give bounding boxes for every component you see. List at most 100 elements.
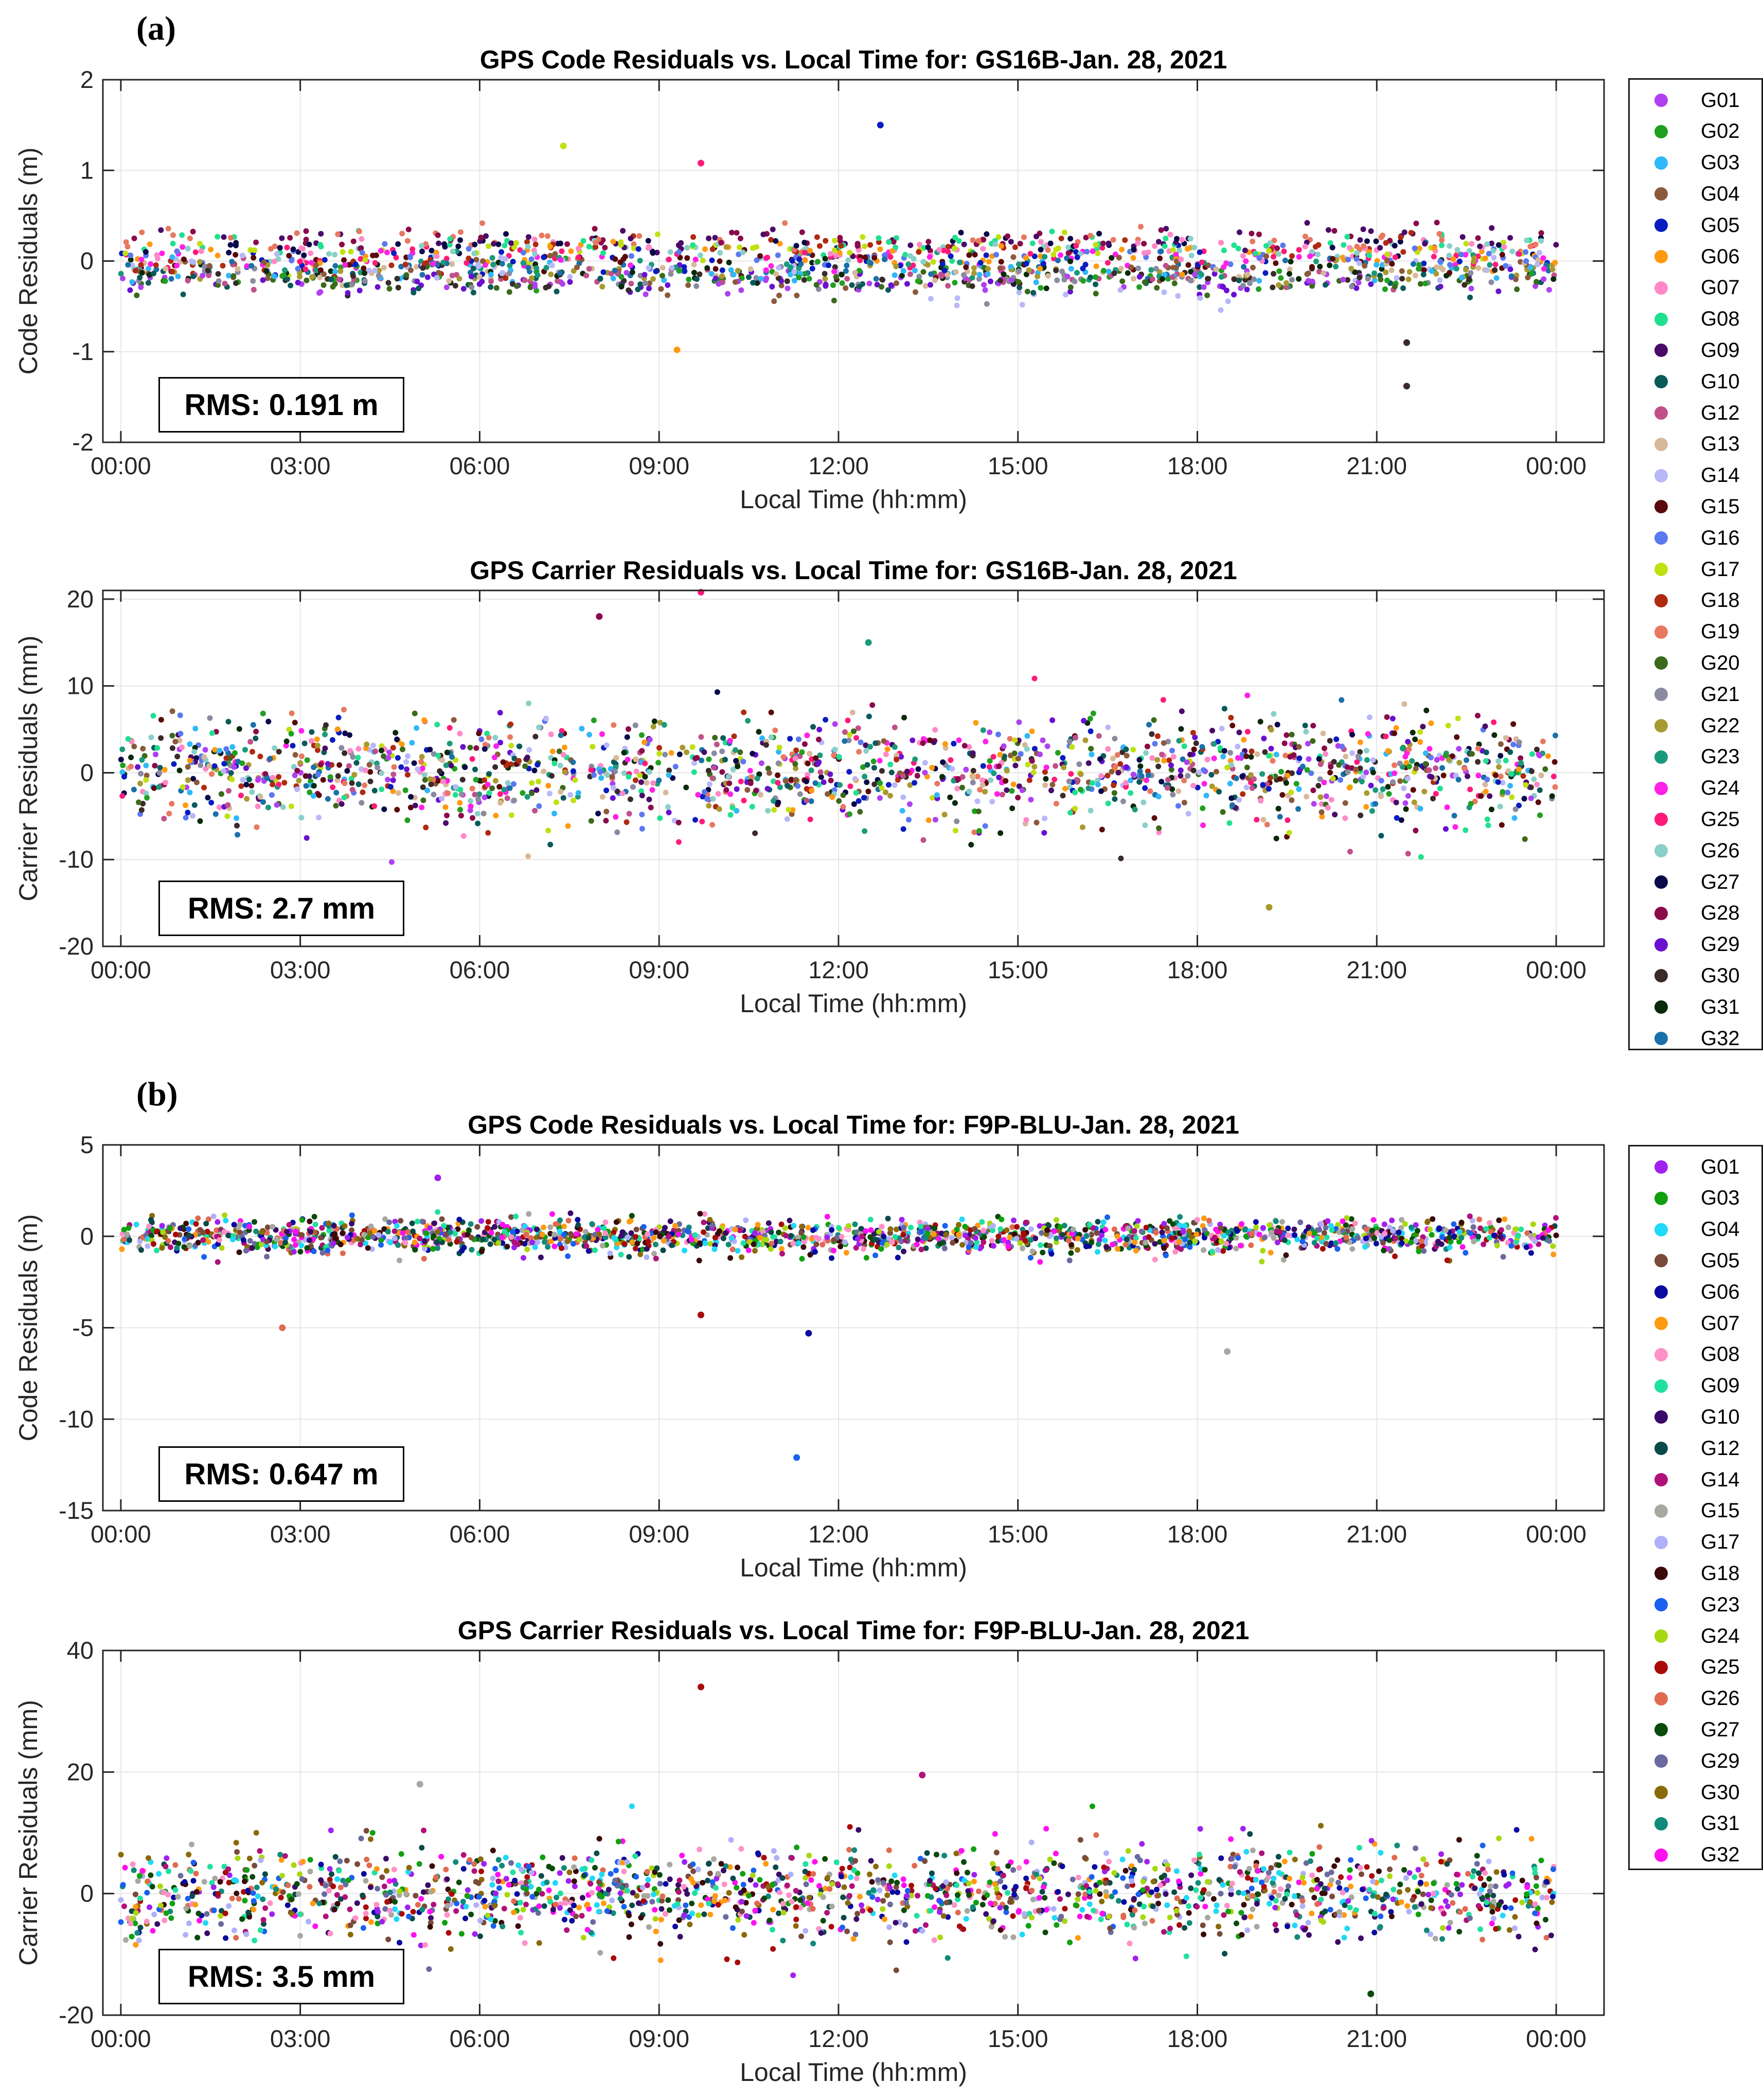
data-point <box>1260 1225 1266 1231</box>
data-point <box>711 750 717 757</box>
data-point <box>649 787 655 793</box>
data-point <box>448 763 454 769</box>
data-point <box>1098 773 1104 779</box>
data-point <box>531 236 538 242</box>
data-point <box>1309 278 1315 284</box>
data-point <box>814 234 820 240</box>
data-point <box>776 744 782 750</box>
data-point <box>980 763 986 769</box>
data-point <box>975 238 982 244</box>
data-point <box>347 732 352 738</box>
data-point <box>491 241 497 247</box>
data-point <box>532 283 538 290</box>
data-point <box>129 279 135 285</box>
data-point <box>411 290 417 296</box>
x-tick-label: 03:00 <box>270 452 331 479</box>
data-point <box>709 246 716 253</box>
data-point <box>1320 730 1326 737</box>
data-point <box>916 242 922 247</box>
data-point <box>1417 281 1423 287</box>
data-point <box>665 282 671 288</box>
data-point <box>1463 266 1469 273</box>
data-point <box>283 738 290 744</box>
data-point <box>1386 791 1392 797</box>
data-point <box>817 769 824 775</box>
data-point <box>1145 772 1151 778</box>
data-point <box>415 1218 420 1225</box>
data-point <box>1509 248 1516 255</box>
data-point <box>807 1252 813 1258</box>
data-point <box>1453 265 1459 272</box>
data-point <box>342 1223 348 1229</box>
data-point <box>1476 1216 1482 1223</box>
data-point <box>424 274 431 280</box>
data-point <box>1254 817 1260 823</box>
data-point <box>951 741 957 747</box>
data-point <box>857 283 863 290</box>
data-point <box>1220 284 1226 290</box>
data-point <box>485 1219 491 1225</box>
data-point <box>205 795 211 801</box>
data-point <box>775 275 781 281</box>
data-point <box>626 287 632 293</box>
data-point <box>1143 254 1149 260</box>
data-point <box>358 245 363 252</box>
data-point <box>475 796 481 802</box>
data-point <box>644 1254 650 1260</box>
data-point <box>883 789 888 795</box>
data-point <box>810 724 816 730</box>
data-point <box>1251 276 1257 282</box>
data-point <box>1553 1232 1559 1239</box>
data-point <box>575 246 581 252</box>
data-point <box>1105 746 1111 752</box>
data-point <box>232 750 238 756</box>
data-point <box>1378 235 1384 240</box>
data-point <box>877 758 883 764</box>
data-point <box>263 268 270 274</box>
data-point <box>1356 260 1362 266</box>
data-point <box>1344 764 1350 770</box>
data-point <box>771 778 776 784</box>
data-point <box>186 1226 192 1232</box>
data-point <box>492 755 497 761</box>
data-point <box>1009 805 1016 812</box>
data-point <box>680 744 686 750</box>
data-point <box>966 252 972 258</box>
data-point <box>987 758 993 764</box>
data-point <box>1433 271 1439 277</box>
data-point <box>972 808 977 814</box>
data-point <box>496 784 503 790</box>
data-point <box>339 745 345 751</box>
data-point <box>1095 250 1101 257</box>
data-point <box>1061 764 1067 770</box>
data-point <box>503 275 509 281</box>
data-point <box>1094 1249 1100 1255</box>
data-point <box>469 756 475 762</box>
data-point <box>1236 229 1242 236</box>
data-point <box>1468 801 1474 807</box>
data-point <box>912 780 918 786</box>
data-point <box>297 760 304 766</box>
data-point <box>1385 748 1391 754</box>
data-point <box>1151 717 1157 723</box>
data-point <box>1261 735 1267 742</box>
data-point <box>789 258 795 264</box>
data-point <box>982 287 988 293</box>
data-point <box>731 733 737 739</box>
data-point <box>904 281 910 287</box>
data-point <box>639 748 645 754</box>
data-point <box>394 806 400 813</box>
data-point <box>1361 243 1367 249</box>
data-point <box>493 813 499 819</box>
data-point <box>1427 1226 1433 1232</box>
data-point <box>1181 778 1187 784</box>
data-point <box>1266 753 1272 759</box>
data-point <box>1471 258 1477 264</box>
data-point <box>1315 252 1321 258</box>
data-point <box>1374 262 1380 268</box>
data-point <box>1283 1252 1289 1258</box>
data-point <box>1053 763 1059 769</box>
x-tick-label: 15:00 <box>988 956 1048 983</box>
data-point <box>698 734 704 740</box>
data-point <box>735 763 741 769</box>
